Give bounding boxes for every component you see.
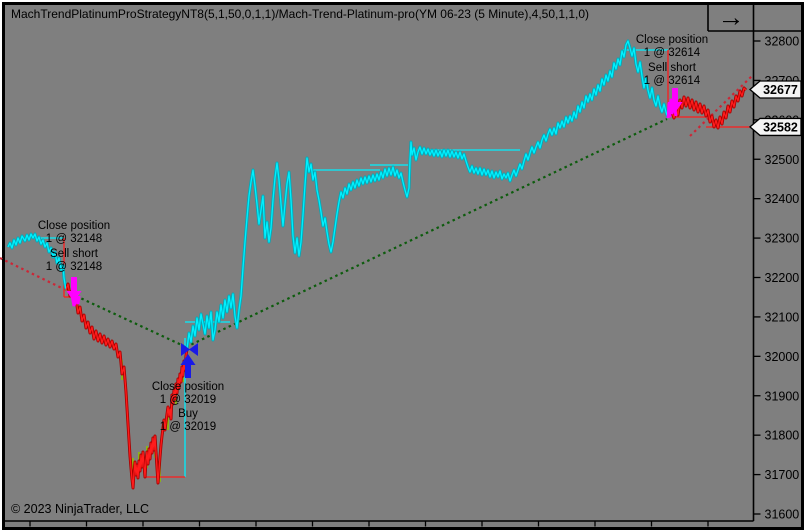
sell-short-arrow-1-icon	[66, 277, 82, 302]
price-axis-label: 32300	[765, 232, 800, 246]
price-series-down-core	[65, 283, 188, 489]
copyright-label: © 2023 NinjaTrader, LLC	[11, 502, 149, 516]
price-tag: 32677	[748, 80, 802, 99]
buy-arrow-icon	[180, 354, 196, 378]
price-tag-value: 32582	[763, 120, 798, 134]
green-dotted-trend-line	[185, 118, 668, 348]
price-axis-label: 32400	[765, 192, 800, 206]
trade-annotation-line: Close position	[636, 34, 708, 46]
chart-title: MachTrendPlatinumProStrategyNT8(5,1,50,0…	[11, 7, 590, 21]
price-tag-shape	[748, 117, 802, 137]
price-series-up	[185, 39, 670, 350]
price-tag-shape	[748, 80, 802, 99]
price-axis-label: 31800	[765, 429, 800, 443]
price-axis-label: 32500	[765, 153, 800, 167]
swing-marker-right-icon	[189, 343, 198, 356]
price-tag: 32582	[748, 117, 802, 137]
trade-annotation-line: 1 @ 32148	[46, 233, 102, 245]
price-axis-label: 32800	[765, 35, 800, 49]
price-series-up-core	[7, 233, 67, 291]
trade-annotation-line: 1 @ 32614	[644, 47, 701, 59]
trade-annotation-line: 1 @ 32019	[160, 421, 216, 433]
price-axis-label: 31600	[765, 508, 800, 522]
time-axis[interactable]	[5, 521, 754, 528]
trade-annotation-line: Sell short	[648, 62, 697, 74]
price-axis-label: 32200	[765, 271, 800, 285]
trade-annotation-line: 1 @ 32614	[644, 75, 701, 87]
scroll-to-end-button[interactable]: →	[710, 2, 752, 32]
trade-annotation-line: Close position	[152, 381, 224, 393]
trade-annotation-line: Close position	[38, 220, 110, 232]
green-dotted-trend-line	[75, 295, 187, 348]
swing-marker-left-icon	[181, 343, 190, 356]
trade-annotation-line: 1 @ 32148	[46, 261, 102, 273]
red-dotted-trend-line	[0, 257, 77, 296]
right-arrow-icon: →	[717, 2, 745, 32]
execution-flash-2	[666, 101, 678, 119]
trade-annotation-line: Sell short	[50, 248, 99, 260]
red-dotted-trend-line	[689, 74, 754, 137]
price-axis-label: 31700	[765, 468, 800, 482]
price-axis-label: 31900	[765, 389, 800, 403]
price-series-up-core	[186, 40, 669, 350]
price-series-down-core	[671, 87, 747, 129]
price-axis-label: 32000	[765, 350, 800, 364]
price-axis-label: 32100	[765, 310, 800, 324]
trade-annotation-line: Buy	[178, 408, 198, 420]
price-tag-value: 32677	[763, 83, 798, 97]
trade-annotation-line: 1 @ 32019	[160, 394, 216, 406]
execution-flash-1	[70, 292, 81, 307]
